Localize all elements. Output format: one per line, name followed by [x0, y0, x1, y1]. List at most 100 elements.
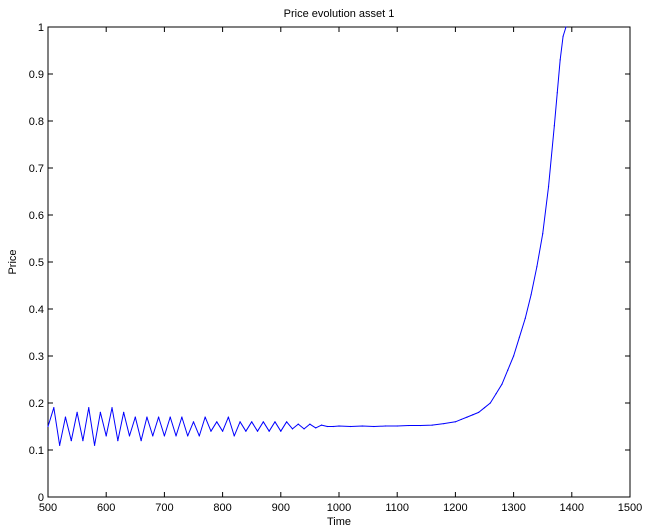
data-point: [146, 416, 148, 418]
data-point: [268, 430, 270, 432]
data-point: [204, 416, 206, 418]
data-point: [181, 416, 183, 418]
data-point: [163, 435, 165, 437]
data-point: [256, 430, 259, 432]
data-point: [274, 421, 276, 423]
data-point: [338, 425, 340, 427]
data-point: [128, 435, 131, 437]
data-point: [117, 440, 119, 442]
y-tick-label: 0.8: [29, 116, 44, 128]
data-point: [140, 440, 142, 442]
data-point: [222, 430, 224, 432]
data-point: [88, 407, 90, 409]
data-point: [431, 424, 433, 426]
plot-area: [47, 26, 631, 498]
data-point: [373, 425, 375, 428]
y-tick-label: 0.5: [29, 257, 44, 269]
data-point: [562, 35, 564, 38]
y-tick-label: 1: [38, 22, 44, 34]
data-point: [192, 421, 195, 423]
data-point: [245, 430, 247, 432]
data-point: [262, 421, 264, 423]
data-point: [495, 393, 497, 395]
data-point: [547, 186, 550, 188]
data-point: [227, 416, 230, 418]
data-point: [419, 424, 422, 427]
y-tick-label: 0: [38, 492, 44, 504]
x-tick-label: 1200: [443, 502, 467, 514]
data-point: [332, 425, 334, 428]
x-tick-label: 500: [39, 502, 57, 514]
x-tick-label: 600: [97, 502, 115, 514]
data-point: [513, 355, 515, 357]
data-point: [483, 407, 486, 409]
data-point: [472, 414, 474, 416]
data-point: [542, 233, 544, 235]
data-point: [443, 423, 445, 425]
axis-ticks: 500 600 700 800 900 1000 1100 1200 1300 1400 1500 0…: [29, 22, 643, 514]
y-tick-label: 0.7: [29, 163, 44, 175]
data-point: [280, 430, 282, 432]
data-point: [478, 411, 480, 413]
data-point: [315, 427, 317, 429]
data-point: [489, 402, 491, 404]
data-point: [565, 26, 567, 28]
data-point: [93, 444, 96, 446]
data-point: [454, 421, 456, 423]
data-point: [47, 425, 49, 428]
data-point: [53, 407, 55, 409]
data-point: [553, 125, 555, 127]
data-point: [350, 425, 352, 428]
y-tick-label: 0.2: [29, 398, 44, 410]
data-point: [326, 425, 328, 428]
data-point: [187, 435, 189, 437]
x-tick-label: 900: [272, 502, 290, 514]
data-point: [216, 421, 218, 423]
x-tick-label: 1100: [385, 502, 409, 514]
data-point: [59, 444, 61, 446]
data-point: [251, 421, 253, 423]
data-point: [291, 428, 294, 430]
x-tick-label: 1500: [618, 502, 642, 514]
data-point: [559, 59, 561, 61]
y-tick-label: 0.3: [29, 351, 44, 363]
data-point: [309, 423, 311, 425]
y-axis-label: Price: [7, 249, 19, 274]
x-tick-label: 1400: [560, 502, 584, 514]
data-point: [466, 416, 468, 418]
x-tick-label: 700: [155, 502, 173, 514]
data-point: [320, 424, 323, 426]
data-point: [384, 425, 387, 427]
y-tick-label: 0.4: [29, 304, 44, 316]
data-point: [556, 92, 558, 94]
data-point: [175, 435, 177, 437]
data-point: [233, 435, 235, 437]
data-point: [501, 383, 503, 385]
data-point: [76, 411, 78, 413]
data-point: [524, 317, 526, 319]
y-tick-label: 0.6: [29, 210, 44, 222]
data-point: [210, 430, 212, 432]
y-tick-label: 0.9: [29, 69, 44, 81]
x-tick-label: 800: [213, 502, 231, 514]
data-point: [198, 435, 200, 437]
series-group: [47, 26, 567, 446]
data-point: [361, 425, 363, 427]
x-tick-label: 1300: [501, 502, 525, 514]
data-point: [536, 266, 538, 268]
data-point: [64, 416, 67, 418]
data-point: [408, 424, 410, 427]
data-point: [123, 411, 125, 413]
data-point: [303, 428, 305, 430]
x-tick-label: 1000: [327, 502, 351, 514]
data-point: [105, 435, 107, 437]
series-line-1: [47, 26, 567, 446]
data-point: [396, 425, 398, 427]
data-point: [70, 440, 72, 442]
data-point: [507, 369, 509, 371]
data-point: [530, 294, 532, 296]
data-point: [157, 416, 160, 418]
data-point: [297, 423, 299, 425]
data-point: [111, 407, 113, 409]
